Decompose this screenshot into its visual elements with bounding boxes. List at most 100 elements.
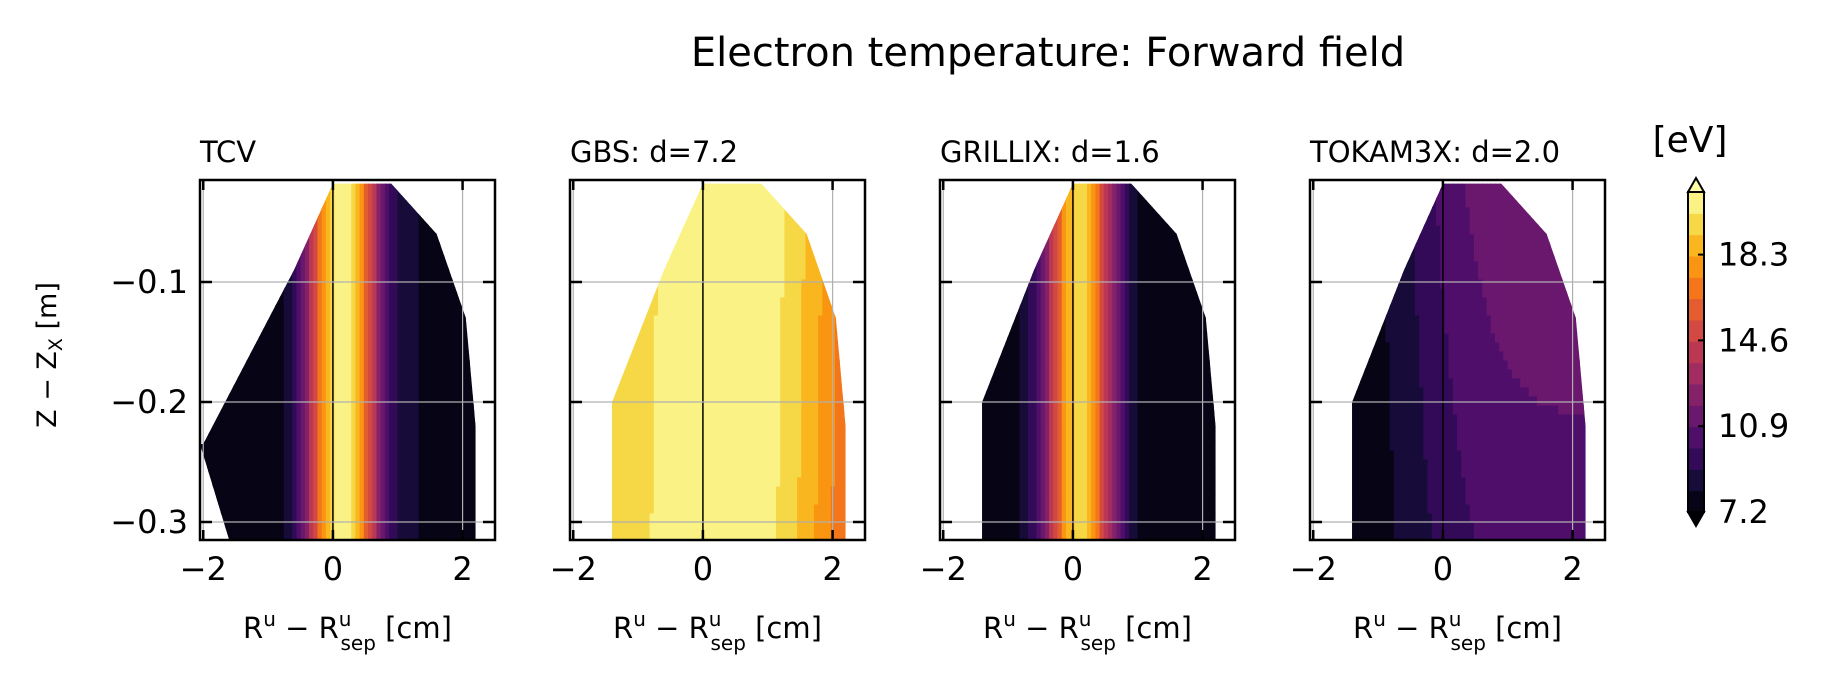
contour-cell [279,494,285,505]
contour-cell [271,530,277,540]
contour-cell [203,323,209,334]
contour-cell [620,242,626,253]
contour-cell [612,503,617,514]
contour-cell [612,449,613,460]
contour-cell [448,260,454,271]
contour-cell [410,269,416,280]
contour-cell [452,530,458,540]
contour-cell [266,494,273,505]
contour-cell [465,350,471,361]
contour-cell [384,305,391,316]
contour-cell [220,233,226,244]
contour-cell [578,270,583,280]
contour-cell [683,521,689,532]
contour-cell [207,494,214,505]
contour-cell [653,485,659,496]
contour-cell [683,224,689,235]
contour-cell [465,476,471,487]
contour-cell [296,296,302,307]
contour-cell [220,386,226,397]
contour-cell [241,197,247,208]
contour-cell [465,485,471,496]
contour-cell [788,233,794,244]
contour-cell [478,243,483,253]
contour-cell [645,521,651,532]
contour-cell [389,377,395,388]
contour-cell [759,440,765,451]
contour-cell [414,215,420,226]
contour-cell [376,215,382,226]
contour-cell [591,369,596,379]
contour-cell [283,188,289,199]
contour-cell [376,467,382,478]
contour-cell [582,513,587,523]
contour-cell [784,494,790,505]
contour-cell [725,206,731,217]
contour-cell [465,530,471,540]
contour-cell [254,188,260,199]
contour-cell [679,188,685,199]
contour-cell [712,206,718,217]
contour-cell [729,287,735,298]
contour-cell [406,440,412,451]
contour-cell [325,350,332,361]
contour-cell [254,440,260,451]
contour-cell [482,360,487,370]
contour-cell [224,224,230,235]
contour-cell [292,287,298,298]
contour-cell [620,350,626,361]
contour-cell [649,512,655,523]
contour-cell [662,251,668,262]
contour-cell [599,288,604,298]
contour-cell [784,512,790,523]
contour-cell [376,413,382,424]
contour-cell [582,360,587,370]
contour-cell [636,287,643,298]
contour-cell [591,486,596,496]
contour-cell [241,494,247,505]
contour-cell [422,206,429,217]
contour-cell [670,449,676,460]
contour-cell [738,269,744,280]
contour-cell [599,189,604,199]
contour-cell [641,188,647,199]
contour-cell [645,413,651,424]
contour-cell [733,431,740,442]
contour-cell [742,296,748,307]
contour-cell [683,512,689,523]
contour-cell [591,243,596,253]
contour-cell [448,305,454,316]
contour-cell [410,494,416,505]
contour-cell [431,530,437,540]
contour-cell [309,260,315,271]
contour-cell [591,423,596,433]
contour-cell [591,477,596,487]
contour-cell [591,459,596,469]
contour-cell [717,278,723,289]
contour-cell [691,368,697,379]
contour-cell [313,305,319,316]
contour-cell [679,332,685,343]
contour-cell [321,260,327,271]
contour-cell [325,188,332,199]
contour-cell [452,395,458,406]
contour-cell [241,440,247,451]
contour-cell [406,413,412,424]
contour-cell [216,233,222,244]
contour-cell [351,431,357,442]
contour-cell [721,350,727,361]
contour-cell [465,296,471,307]
contour-cell [465,197,471,208]
contour-cell [666,188,672,199]
contour-cell [359,242,365,253]
contour-cell [283,413,289,424]
contour-cell [233,449,239,460]
contour-cell [283,530,289,540]
contour-cell [641,332,647,343]
contour-cell [595,522,600,532]
contour-cell [271,377,277,388]
contour-cell [448,233,454,244]
contour-cell [721,467,727,478]
contour-cell [418,314,424,325]
contour-cell [754,323,761,334]
